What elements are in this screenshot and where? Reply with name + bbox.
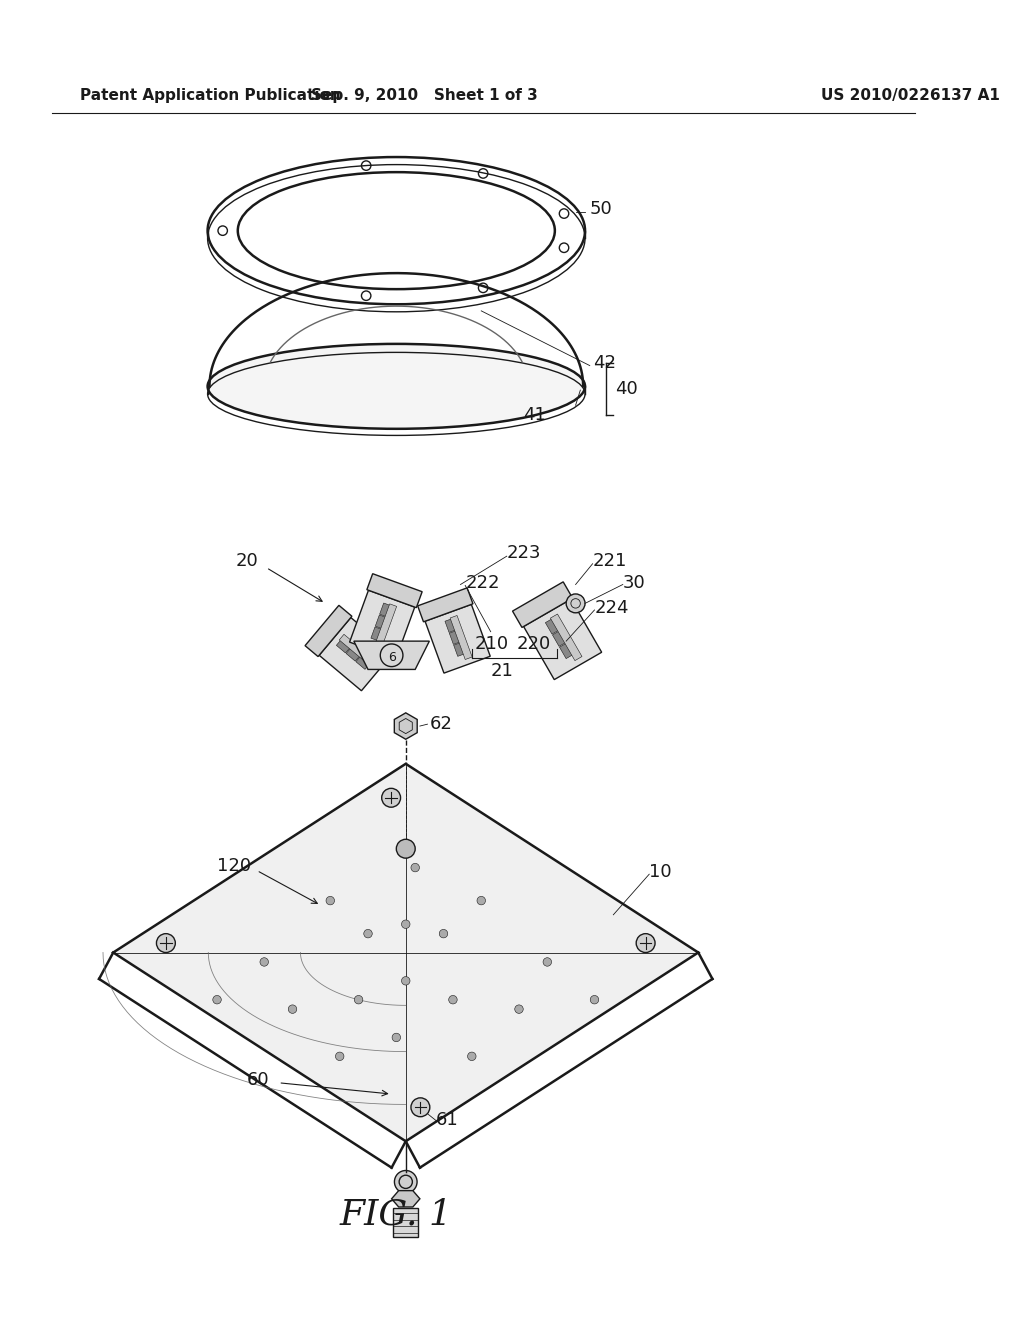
Polygon shape (523, 599, 602, 680)
Polygon shape (336, 636, 353, 653)
Text: 50: 50 (590, 199, 612, 218)
Circle shape (468, 1052, 476, 1060)
Circle shape (636, 933, 655, 953)
Polygon shape (367, 574, 422, 607)
Polygon shape (371, 627, 386, 643)
Polygon shape (346, 644, 362, 661)
Polygon shape (354, 642, 429, 669)
Polygon shape (546, 616, 563, 634)
Text: 222: 222 (465, 574, 500, 591)
Polygon shape (454, 642, 469, 656)
Text: 210: 210 (475, 635, 509, 653)
Text: US 2010/0226137 A1: US 2010/0226137 A1 (821, 88, 999, 103)
Circle shape (401, 920, 410, 928)
Polygon shape (550, 614, 582, 660)
Text: 40: 40 (615, 380, 638, 399)
Text: 21: 21 (490, 663, 513, 680)
Text: 30: 30 (623, 574, 645, 591)
Circle shape (396, 840, 415, 858)
Text: 120: 120 (217, 857, 251, 875)
Polygon shape (356, 652, 373, 669)
Circle shape (364, 929, 373, 939)
Ellipse shape (208, 345, 585, 429)
Text: 10: 10 (649, 863, 672, 882)
Text: 41: 41 (523, 405, 546, 424)
Polygon shape (375, 603, 396, 648)
Polygon shape (339, 635, 378, 668)
Circle shape (394, 1171, 417, 1193)
Polygon shape (349, 590, 415, 659)
Text: FIG. 1: FIG. 1 (340, 1197, 453, 1232)
Polygon shape (451, 615, 472, 660)
Circle shape (157, 933, 175, 953)
Text: 6: 6 (388, 651, 395, 664)
Text: Sep. 9, 2010   Sheet 1 of 3: Sep. 9, 2010 Sheet 1 of 3 (311, 88, 538, 103)
Text: 220: 220 (517, 635, 551, 653)
Polygon shape (391, 1191, 420, 1206)
Circle shape (411, 1098, 430, 1117)
Text: 20: 20 (236, 552, 259, 570)
Circle shape (326, 896, 335, 906)
Polygon shape (559, 640, 578, 659)
Circle shape (477, 896, 485, 906)
Circle shape (392, 1034, 400, 1041)
Circle shape (590, 995, 599, 1005)
Polygon shape (375, 615, 390, 630)
Polygon shape (425, 605, 490, 673)
Text: 62: 62 (429, 715, 453, 733)
Text: 61: 61 (436, 1111, 459, 1130)
Circle shape (289, 1005, 297, 1014)
Polygon shape (445, 618, 460, 632)
Circle shape (566, 594, 585, 612)
Polygon shape (450, 630, 465, 644)
Polygon shape (552, 628, 570, 647)
Circle shape (439, 929, 447, 939)
Polygon shape (394, 713, 417, 739)
Circle shape (515, 1005, 523, 1014)
Polygon shape (418, 587, 473, 622)
Text: 224: 224 (595, 599, 629, 618)
Text: 221: 221 (593, 552, 627, 570)
Circle shape (260, 958, 268, 966)
Circle shape (449, 995, 457, 1005)
Circle shape (411, 863, 420, 871)
Circle shape (336, 1052, 344, 1060)
Text: 42: 42 (593, 354, 615, 372)
Polygon shape (114, 764, 698, 1142)
Circle shape (354, 995, 362, 1005)
Polygon shape (513, 582, 572, 627)
Polygon shape (380, 603, 395, 618)
Polygon shape (319, 618, 393, 690)
Circle shape (401, 977, 410, 985)
Circle shape (382, 788, 400, 808)
Text: Patent Application Publication: Patent Application Publication (80, 88, 341, 103)
Text: 60: 60 (247, 1071, 270, 1089)
Circle shape (543, 958, 552, 966)
Text: 223: 223 (507, 544, 542, 562)
Circle shape (213, 995, 221, 1005)
Bar (393, 1208, 418, 1237)
Polygon shape (305, 606, 352, 656)
